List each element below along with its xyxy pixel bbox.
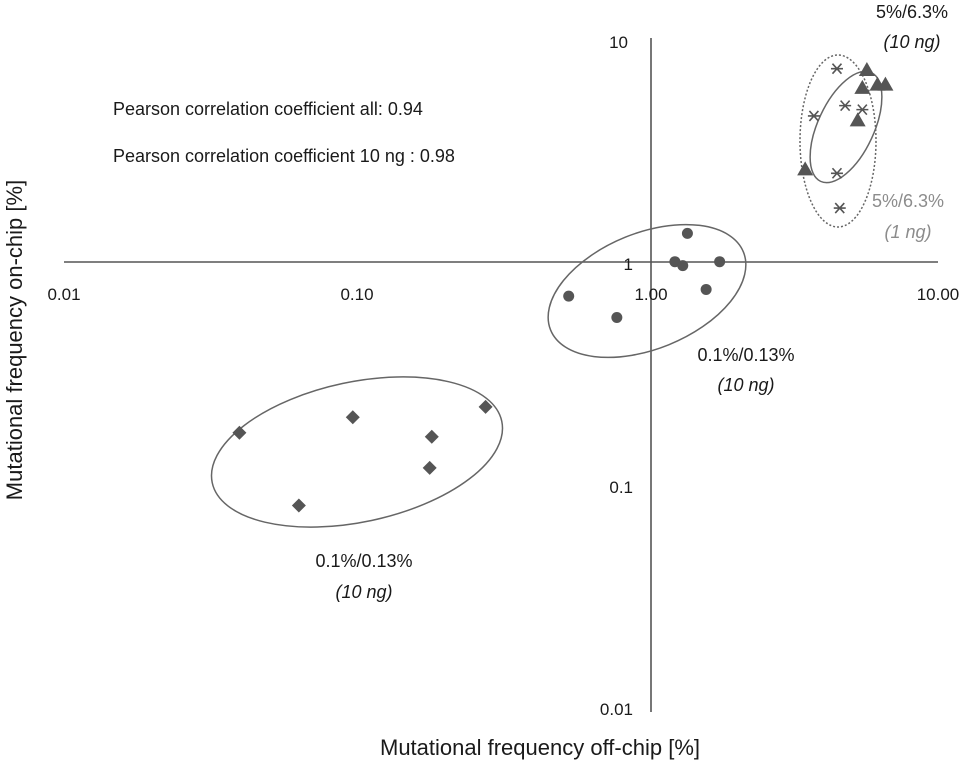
circle-point xyxy=(677,260,689,272)
triangle-point xyxy=(797,161,814,176)
triangle-point xyxy=(854,79,871,94)
diamond-point xyxy=(291,498,306,513)
y-tick-label: 0.1 xyxy=(609,478,633,497)
asterisk-point xyxy=(830,167,843,179)
circle-point xyxy=(611,312,623,324)
y-tick-label: 1 xyxy=(624,255,633,274)
diamond-group-sublabel: (10 ng) xyxy=(335,582,392,602)
diamond-point xyxy=(424,429,439,444)
asterisk-group-ellipse xyxy=(799,54,877,228)
triangle-group-sublabel: (10 ng) xyxy=(883,32,940,52)
pearson-10ng-label: Pearson correlation coefficient 10 ng : … xyxy=(113,146,455,166)
circle-group-label: 0.1%/0.13% xyxy=(697,345,794,365)
asterisk-group-label: 5%/6.3% xyxy=(872,191,944,211)
circle-point xyxy=(563,290,575,302)
x-tick-label: 0.01 xyxy=(47,285,80,304)
y-tick-label: 10 xyxy=(609,33,628,52)
pearson-all-label: Pearson correlation coefficient all: 0.9… xyxy=(113,99,423,119)
circle-point xyxy=(714,256,726,268)
circle-point xyxy=(681,227,693,239)
triangle-point xyxy=(877,76,894,91)
x-tick-label: 0.10 xyxy=(340,285,373,304)
circle-point xyxy=(700,283,712,295)
diamond-group-ellipse xyxy=(210,376,504,528)
diamond-point xyxy=(478,399,493,414)
diamond-point xyxy=(422,460,437,475)
triangle-group-label: 5%/6.3% xyxy=(876,2,948,22)
asterisk-point xyxy=(830,63,843,75)
asterisk-point xyxy=(839,100,852,112)
x-axis-title: Mutational frequency off-chip [%] xyxy=(380,735,700,760)
data-marks xyxy=(232,62,894,513)
y-tick-label: 0.01 xyxy=(600,700,633,719)
diamond-point xyxy=(345,410,360,425)
asterisk-point xyxy=(856,104,869,116)
diamond-group-label: 0.1%/0.13% xyxy=(315,551,412,571)
circle-group-ellipse xyxy=(547,223,747,359)
x-tick-label: 1.00 xyxy=(634,285,667,304)
x-tick-label: 10.00 xyxy=(917,285,960,304)
diamond-point xyxy=(232,425,247,440)
circle-group-sublabel: (10 ng) xyxy=(717,375,774,395)
asterisk-point xyxy=(807,110,820,122)
y-axis-title: Mutational frequency on-chip [%] xyxy=(2,180,27,500)
triangle-point xyxy=(849,112,866,127)
triangle-point xyxy=(858,62,875,77)
asterisk-point xyxy=(833,202,846,214)
asterisk-group-sublabel: (1 ng) xyxy=(884,222,931,242)
